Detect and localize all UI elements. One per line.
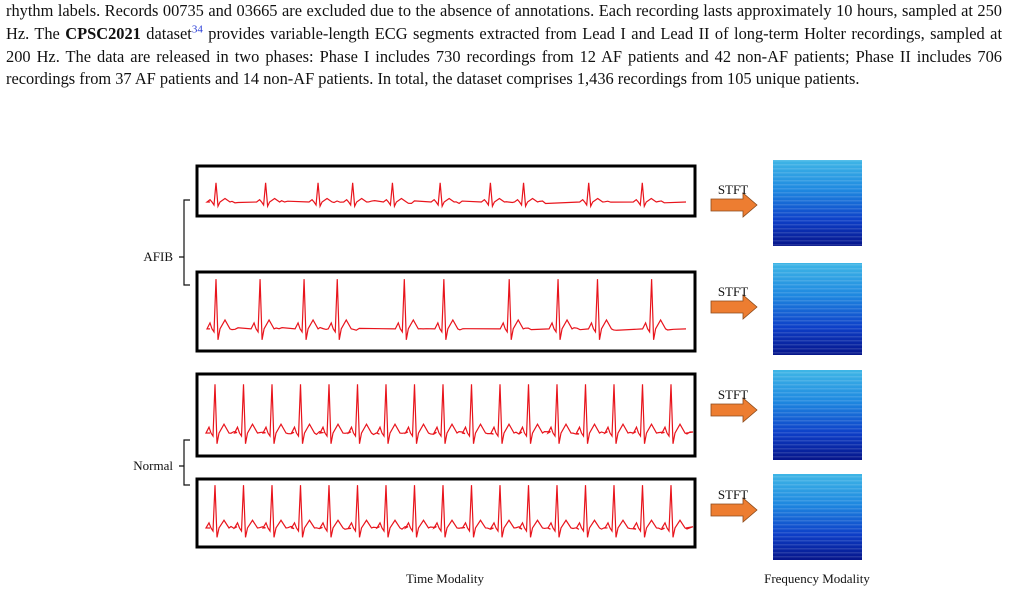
ecg-trace [206, 279, 687, 340]
dataset-name: CPSC2021 [65, 23, 141, 43]
stft-label: STFT [718, 284, 748, 299]
text: dataset [140, 23, 192, 43]
ecg-trace [204, 485, 694, 538]
stft-label: STFT [718, 387, 748, 402]
ecg-panels [195, 164, 697, 549]
ecg-trace [205, 182, 687, 209]
spectrogram-texture [773, 160, 862, 246]
ecg-box [195, 477, 697, 549]
spectrogram-texture [773, 474, 862, 560]
arrow [710, 192, 758, 218]
text: provides variable-length ECG segments ex… [6, 23, 1002, 89]
paragraph: rhythm labels. Records 00735 and 03665 a… [6, 0, 1002, 91]
bracket [179, 439, 190, 486]
caption: Frequency Modality [764, 571, 870, 586]
stft-label: STFT [718, 182, 748, 197]
ecg-trace [205, 384, 694, 444]
bracket [179, 199, 190, 286]
spectrogram-texture [773, 370, 862, 460]
spectrogram-texture [773, 263, 862, 355]
group-label: Normal [133, 458, 173, 473]
caption: Time Modality [406, 571, 484, 586]
citation[interactable]: 34 [191, 23, 203, 36]
arrow [710, 497, 758, 523]
text: rhythm labels. Records 00735 and 03665 a… [6, 1, 1002, 43]
arrow [710, 397, 758, 423]
ecg-box [195, 372, 697, 458]
stft-label: STFT [718, 487, 748, 502]
group-label: AFIB [143, 249, 173, 264]
ecg-box [195, 164, 697, 218]
arrow [710, 294, 758, 320]
